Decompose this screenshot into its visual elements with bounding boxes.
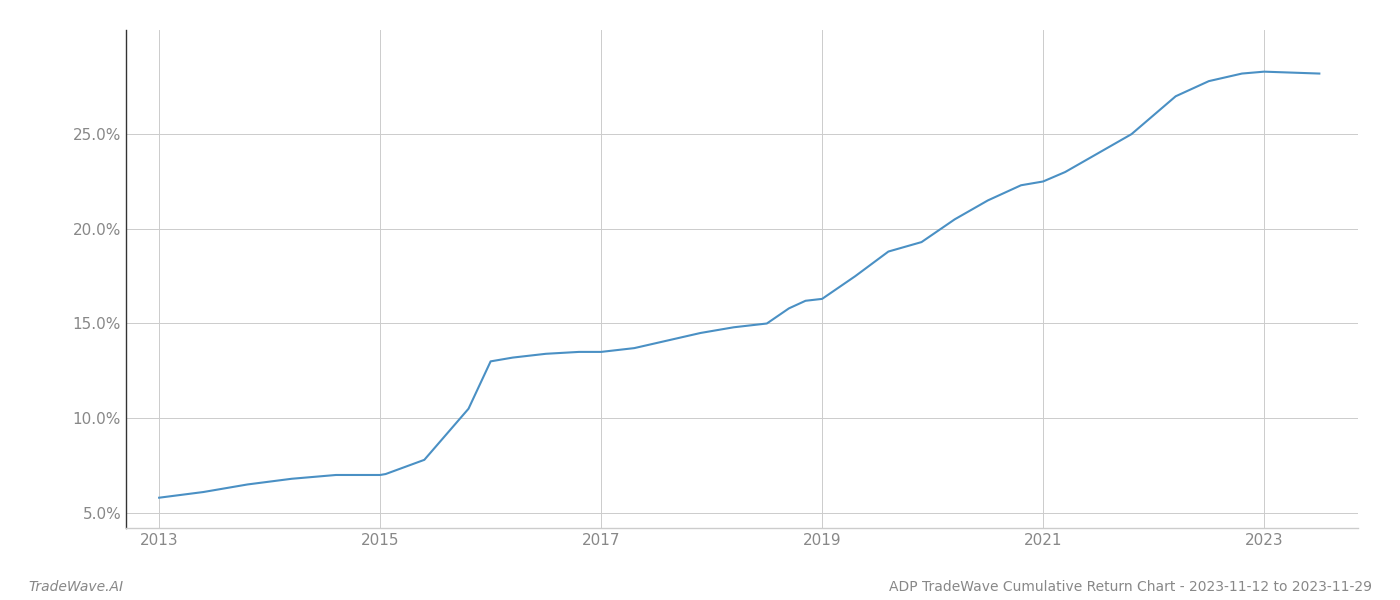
Text: TradeWave.AI: TradeWave.AI (28, 580, 123, 594)
Text: ADP TradeWave Cumulative Return Chart - 2023-11-12 to 2023-11-29: ADP TradeWave Cumulative Return Chart - … (889, 580, 1372, 594)
